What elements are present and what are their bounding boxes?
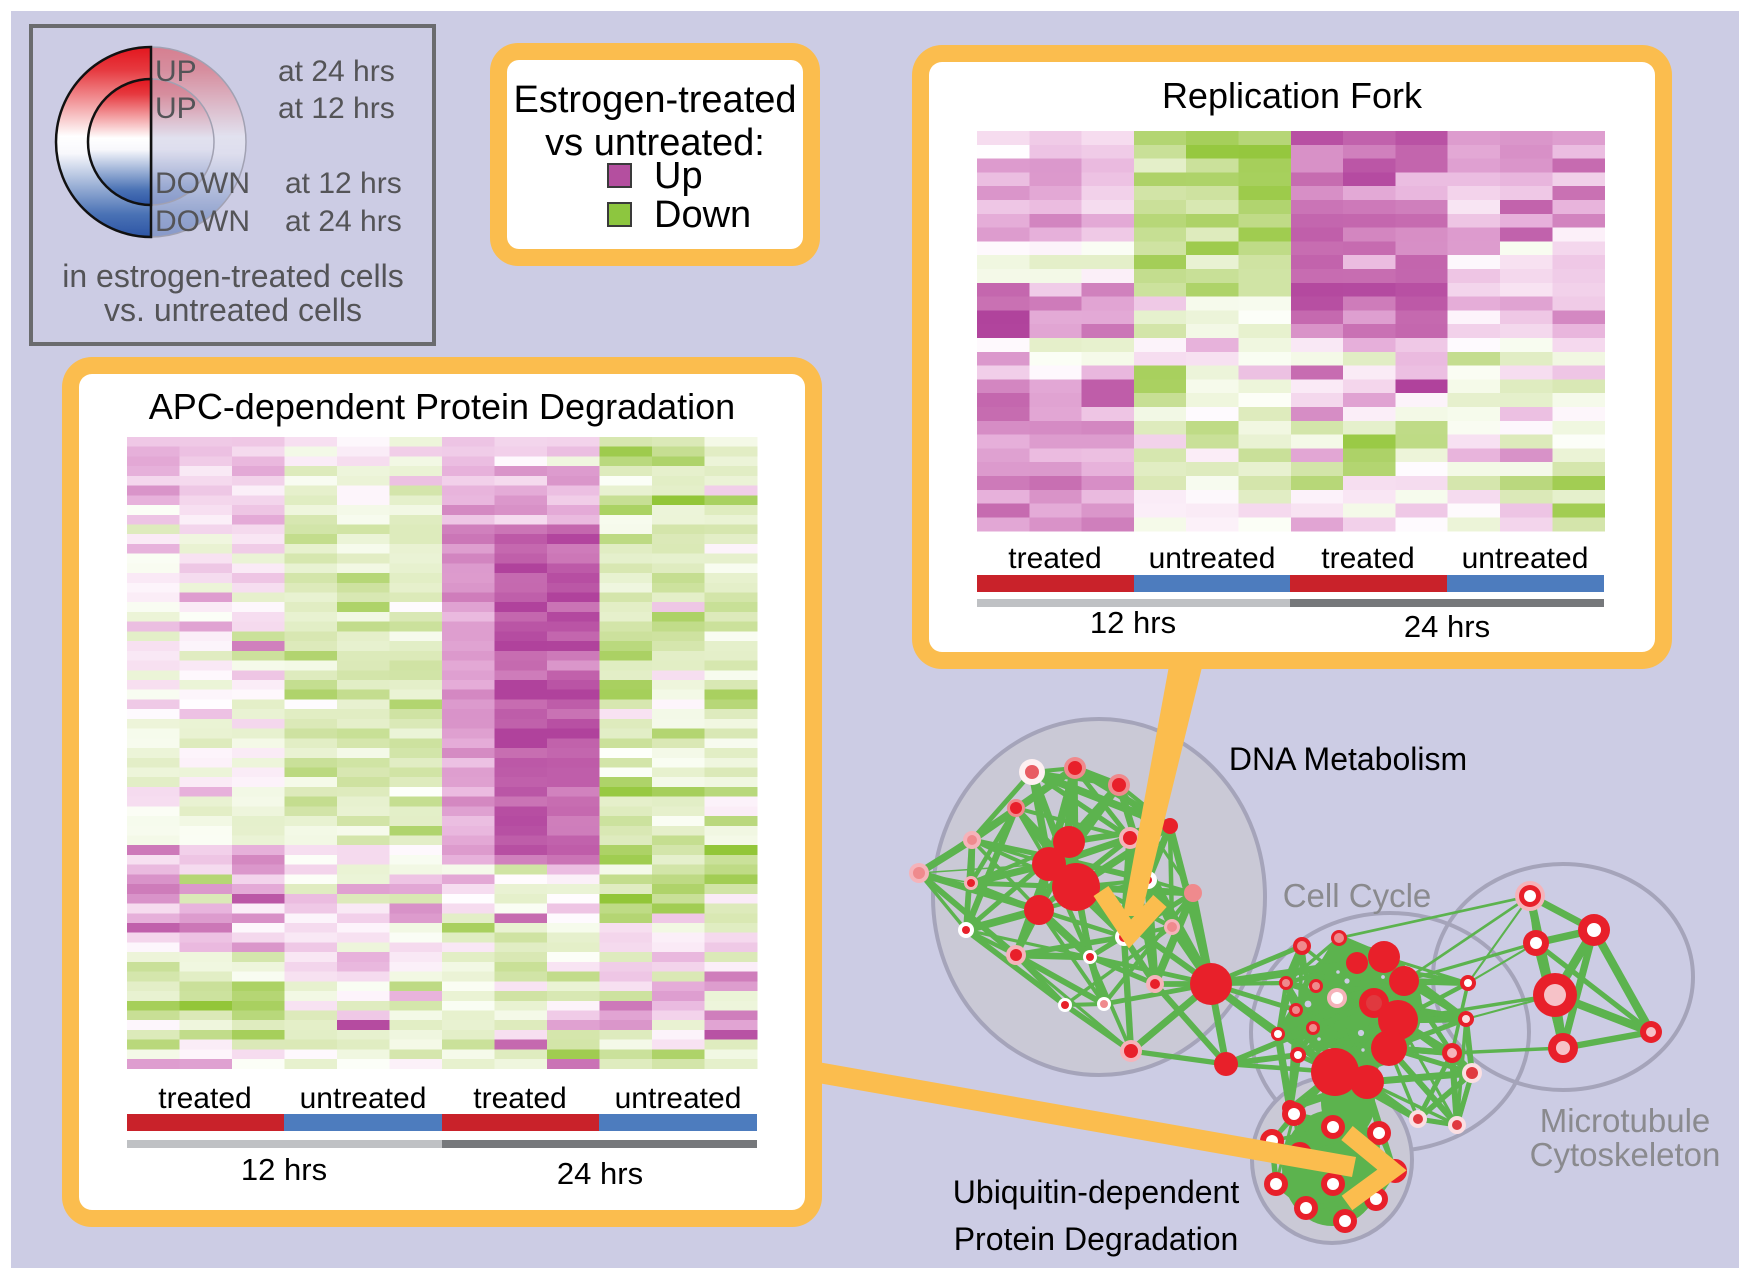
svg-text:12 hrs: 12 hrs [1090, 605, 1176, 640]
svg-text:DOWN: DOWN [155, 205, 250, 238]
svg-text:untreated: untreated [1462, 542, 1589, 575]
svg-text:treated: treated [1008, 542, 1101, 575]
svg-text:DNA Metabolism: DNA Metabolism [1229, 741, 1467, 777]
svg-text:Ubiquitin-dependent: Ubiquitin-dependent [953, 1174, 1240, 1210]
svg-text:Protein Degradation: Protein Degradation [954, 1221, 1239, 1257]
svg-text:24 hrs: 24 hrs [1404, 609, 1490, 644]
svg-text:untreated: untreated [300, 1082, 427, 1115]
svg-text:untreated: untreated [615, 1082, 742, 1115]
svg-text:at 24 hrs: at 24 hrs [278, 55, 395, 88]
svg-text:UP: UP [155, 55, 197, 88]
svg-text:at 12 hrs: at 12 hrs [285, 167, 402, 200]
svg-text:vs untreated:: vs untreated: [545, 122, 765, 164]
svg-text:at 24 hrs: at 24 hrs [285, 205, 402, 238]
svg-text:Microtubule: Microtubule [1540, 1102, 1711, 1139]
svg-text:12 hrs: 12 hrs [241, 1152, 327, 1187]
svg-text:APC-dependent Protein Degradat: APC-dependent Protein Degradation [149, 386, 735, 427]
svg-text:treated: treated [473, 1082, 566, 1115]
svg-text:Cell Cycle: Cell Cycle [1283, 877, 1432, 914]
svg-text:treated: treated [1321, 542, 1414, 575]
svg-text:untreated: untreated [1149, 542, 1276, 575]
svg-text:Cytoskeleton: Cytoskeleton [1530, 1136, 1721, 1173]
svg-text:UP: UP [155, 92, 197, 125]
svg-text:vs. untreated cells: vs. untreated cells [104, 292, 362, 328]
svg-text:at 12 hrs: at 12 hrs [278, 92, 395, 125]
svg-text:Down: Down [654, 194, 751, 236]
svg-text:Up: Up [654, 155, 703, 197]
svg-text:in estrogen-treated cells: in estrogen-treated cells [62, 258, 404, 294]
svg-text:Estrogen-treated: Estrogen-treated [513, 79, 796, 121]
svg-text:Replication Fork: Replication Fork [1162, 75, 1423, 116]
svg-text:DOWN: DOWN [155, 167, 250, 200]
svg-text:24 hrs: 24 hrs [557, 1156, 643, 1191]
svg-text:treated: treated [158, 1082, 251, 1115]
